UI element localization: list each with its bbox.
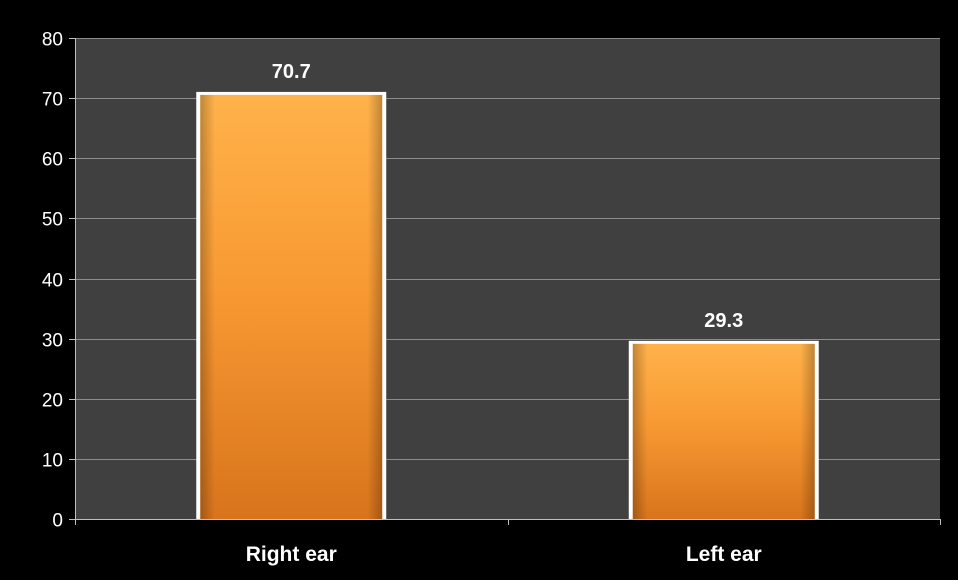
- y-tick-label: 50: [42, 210, 63, 231]
- labels: 0 10 20 30 40 50 60 70 80 70.7 Right ear 29.3 Left e…: [42, 30, 762, 567]
- y-tick-label: 0: [52, 511, 63, 532]
- y-tick-label: 30: [42, 331, 63, 352]
- y-tick-label: 70: [42, 90, 63, 111]
- y-tick-label: 80: [42, 30, 63, 51]
- bar-value-label: 29.3: [704, 310, 743, 332]
- y-tick-label: 40: [42, 271, 63, 292]
- y-tick-label: 60: [42, 150, 63, 171]
- x-category-label: Right ear: [246, 543, 337, 566]
- bar-shading: [632, 343, 815, 519]
- bar-value-label: 70.7: [272, 61, 311, 83]
- bars: [196, 91, 819, 519]
- bar-shading: [200, 94, 383, 519]
- axes: [69, 38, 941, 525]
- y-tick-label: 10: [42, 451, 63, 472]
- x-category-label: Left ear: [686, 543, 762, 566]
- y-tick-label: 20: [42, 391, 63, 412]
